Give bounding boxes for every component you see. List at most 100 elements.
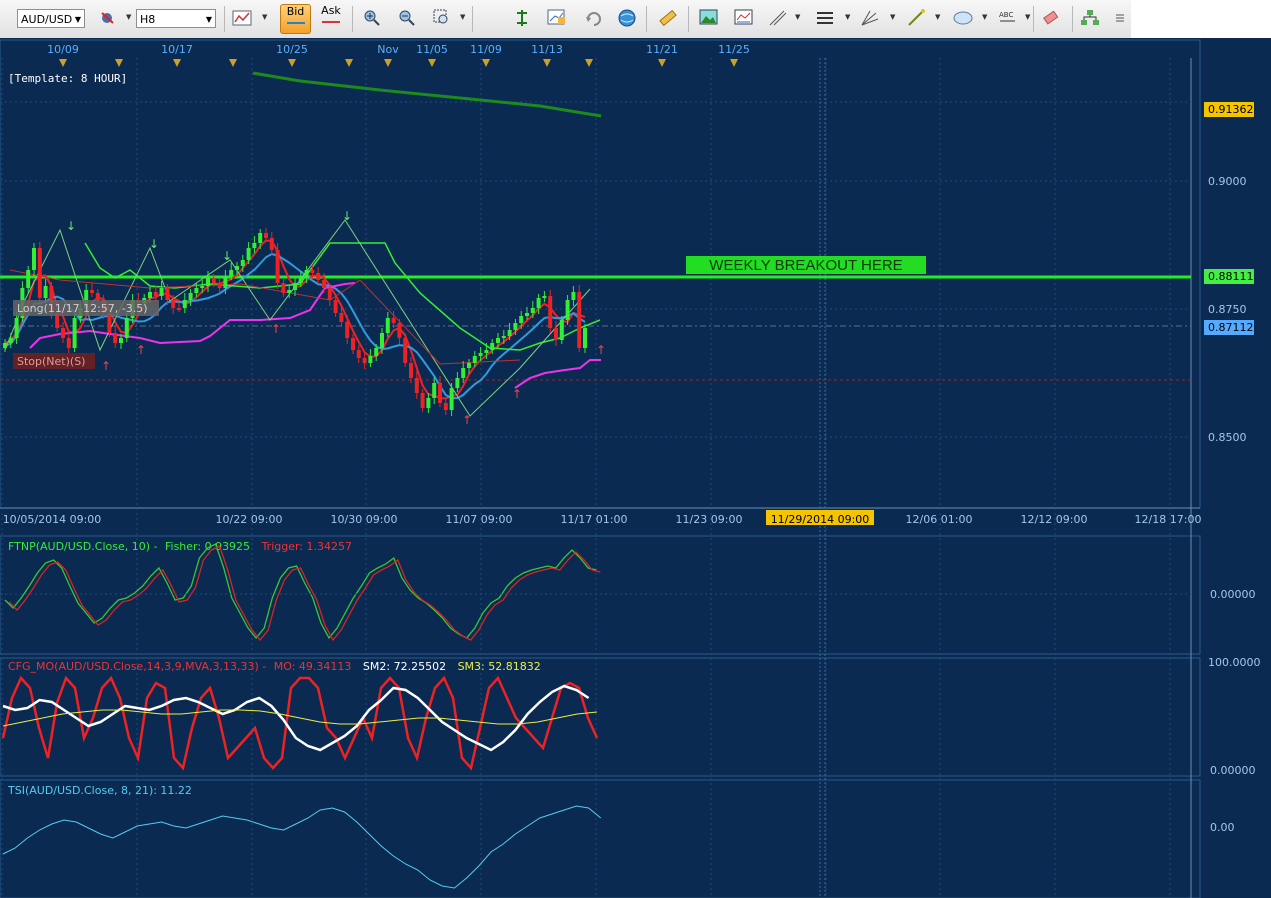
candle-body bbox=[316, 273, 321, 280]
long-position-label[interactable]: Long(11/17 12:57, -3.5) bbox=[17, 302, 148, 315]
chevron-down-icon: ▼ bbox=[74, 15, 81, 24]
candle-body bbox=[159, 288, 164, 296]
tree-icon[interactable] bbox=[1078, 6, 1102, 30]
event-marker bbox=[482, 59, 490, 67]
candle-body bbox=[409, 363, 413, 378]
candle-body bbox=[258, 233, 263, 243]
mo-legend-value: MO: 49.34113 bbox=[274, 660, 352, 673]
bottom-date: 11/07 09:00 bbox=[446, 513, 513, 526]
mo-panel[interactable]: CFG_MO(AUD/USD.Close,14,3,9,MVA,3,13,33)… bbox=[1, 656, 1261, 777]
chevron-down-icon[interactable]: ▼ bbox=[935, 13, 941, 21]
sm3-legend-value: SM3: 52.81832 bbox=[458, 660, 541, 673]
candle-body bbox=[385, 318, 390, 333]
event-marker bbox=[585, 59, 593, 67]
breakout-price-badge bbox=[1204, 269, 1254, 284]
chevron-down-icon: ▼ bbox=[205, 15, 212, 24]
candle-body bbox=[339, 313, 344, 322]
event-marker bbox=[730, 59, 738, 67]
candle-body bbox=[455, 378, 460, 388]
bottom-date: 10/05/2014 09:00 bbox=[3, 513, 102, 526]
zoom-in-icon[interactable] bbox=[360, 6, 384, 30]
chart-type-icon[interactable] bbox=[230, 6, 254, 30]
zoom-out-icon[interactable] bbox=[395, 6, 419, 30]
more-icon[interactable] bbox=[1108, 6, 1132, 30]
candle-body bbox=[8, 338, 13, 343]
eraser-icon[interactable] bbox=[1039, 6, 1063, 30]
top-date: 11/09 bbox=[470, 43, 502, 56]
chevron-down-icon[interactable]: ▼ bbox=[126, 13, 132, 21]
candle-body bbox=[287, 290, 292, 293]
candle-body bbox=[467, 363, 471, 368]
bid-button[interactable]: Bid bbox=[280, 4, 311, 34]
timeframe-select[interactable]: H8 ▼ bbox=[136, 9, 216, 28]
breakout-price: 0.88111 bbox=[1208, 270, 1254, 283]
ask-button[interactable]: Ask bbox=[316, 4, 346, 34]
candle-body bbox=[217, 283, 222, 288]
chart-area[interactable]: ↓ ↓ ↓ ↓ ↑ ↑ ↑ ↑ ↑ ↑ [Template: 8 HOUR] 10/09 10/1… bbox=[0, 38, 1271, 898]
fisher-panel[interactable]: FTNP(AUD/USD.Close, 10) - Fisher: 0.9392… bbox=[0, 540, 1256, 642]
candle-body bbox=[333, 300, 338, 313]
crosshair-icon[interactable] bbox=[510, 6, 534, 30]
disconnect-icon[interactable] bbox=[96, 6, 120, 30]
candle-body bbox=[443, 403, 448, 410]
image-icon[interactable] bbox=[697, 6, 721, 30]
price-tick: 0.9000 bbox=[1208, 175, 1247, 188]
chevron-down-icon[interactable]: ▼ bbox=[262, 13, 268, 21]
candle-body bbox=[559, 320, 564, 340]
stop-label-box[interactable] bbox=[13, 353, 95, 369]
bottom-date: 10/30 09:00 bbox=[331, 513, 398, 526]
indicators-icon[interactable] bbox=[732, 6, 756, 30]
stop-label[interactable]: Stop(Net)(S) bbox=[17, 355, 85, 368]
candle-body bbox=[391, 318, 396, 323]
long-label-box[interactable] bbox=[13, 300, 159, 316]
lines-icon[interactable] bbox=[766, 6, 790, 30]
candle-body bbox=[403, 338, 408, 363]
candle-body bbox=[95, 293, 100, 300]
chevron-down-icon[interactable]: ▼ bbox=[845, 13, 851, 21]
top-date: 11/25 bbox=[718, 43, 750, 56]
chevron-down-icon[interactable]: ▼ bbox=[795, 13, 801, 21]
candle-body bbox=[536, 298, 541, 308]
zigzag-line bbox=[4, 219, 591, 417]
top-date: 11/05 bbox=[416, 43, 448, 56]
sell-arrow-icon: ↑ bbox=[512, 387, 522, 401]
candle-body bbox=[356, 350, 361, 358]
globe-icon[interactable] bbox=[615, 6, 639, 30]
candle-body bbox=[119, 338, 123, 343]
ellipse-icon[interactable] bbox=[951, 6, 975, 30]
text-icon[interactable]: ABC bbox=[996, 6, 1020, 30]
slow-ma-line bbox=[4, 252, 586, 400]
ruler-icon[interactable] bbox=[656, 6, 680, 30]
channel-icon[interactable] bbox=[858, 6, 882, 30]
candle-body bbox=[177, 308, 181, 310]
bottom-date: 12/12 09:00 bbox=[1021, 513, 1088, 526]
fibonacci-icon[interactable] bbox=[813, 6, 837, 30]
green-line-price-badge bbox=[1204, 102, 1254, 117]
chevron-down-icon[interactable]: ▼ bbox=[460, 13, 466, 21]
top-date: 10/09 bbox=[47, 43, 79, 56]
trendline-icon[interactable] bbox=[904, 6, 928, 30]
candle-body bbox=[484, 350, 489, 353]
tsi-panel[interactable]: TSI(AUD/USD.Close, 8, 21): 11.22 0.00 bbox=[2, 784, 1235, 889]
candle-body bbox=[298, 278, 303, 283]
candle-body bbox=[345, 322, 350, 338]
edit-chart-icon[interactable] bbox=[545, 6, 569, 30]
symbol-select[interactable]: AUD/USD ▼ bbox=[17, 9, 85, 28]
mo-legend: CFG_MO(AUD/USD.Close,14,3,9,MVA,3,13,33)… bbox=[8, 660, 541, 673]
chevron-down-icon[interactable]: ▼ bbox=[890, 13, 896, 21]
fisher-legend-value: Fisher: 0.93925 bbox=[165, 540, 250, 553]
event-markers bbox=[59, 59, 738, 67]
separator bbox=[646, 6, 647, 32]
refresh-icon[interactable] bbox=[582, 6, 606, 30]
bottom-date: 12/06 01:00 bbox=[906, 513, 973, 526]
trigger-legend-value: Trigger: 1.34257 bbox=[261, 540, 352, 553]
chevron-down-icon[interactable]: ▼ bbox=[1025, 13, 1031, 21]
bottom-date-axis: 10/05/2014 09:00 10/22 09:00 10/30 09:00… bbox=[3, 510, 1201, 526]
top-date: 10/17 bbox=[161, 43, 193, 56]
zoom-range-icon[interactable] bbox=[430, 6, 454, 30]
candle-body bbox=[293, 283, 297, 290]
chevron-down-icon[interactable]: ▼ bbox=[982, 13, 988, 21]
breakout-label-box bbox=[686, 256, 926, 274]
candle-body bbox=[362, 358, 367, 363]
candle-body bbox=[107, 313, 112, 333]
